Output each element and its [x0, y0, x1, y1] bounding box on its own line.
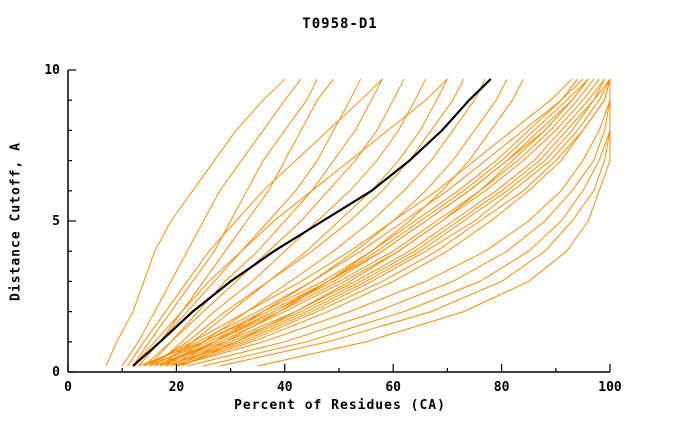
model-curve: [257, 79, 611, 367]
model-curve: [187, 79, 611, 367]
model-curve: [159, 78, 606, 367]
model-curve: [138, 78, 334, 367]
model-curve: [154, 78, 605, 367]
model-curve: [121, 78, 302, 367]
model-curve: [132, 78, 318, 367]
model-curve: [138, 78, 362, 367]
chart-title: T0958-D1: [302, 16, 378, 32]
model-curve: [105, 78, 286, 367]
x-tick-label: 20: [169, 380, 185, 395]
y-tick-label: 0: [52, 365, 60, 380]
y-tick-label: 10: [44, 63, 60, 78]
model-curve: [176, 79, 611, 367]
x-axis-label: Percent of Residues (CA): [234, 398, 446, 413]
model-curve: [143, 78, 405, 367]
model-curve: [143, 78, 573, 367]
model-curve: [159, 78, 448, 367]
highlight-curve: [132, 78, 492, 367]
model-curve: [148, 78, 383, 367]
model-curve: [165, 78, 486, 367]
model-curve: [176, 78, 524, 367]
model-curve: [149, 78, 578, 367]
model-curve: [132, 78, 448, 367]
model-curve: [219, 79, 611, 367]
x-tick-label: 0: [64, 380, 72, 395]
x-tick-label: 40: [277, 380, 293, 395]
y-axis-label: Distance Cutoff, A: [8, 142, 24, 301]
model-curve: [154, 78, 427, 367]
model-curve: [170, 78, 611, 367]
model-curve: [159, 78, 595, 367]
x-tick-label: 100: [598, 380, 622, 395]
model-curve: [154, 78, 600, 367]
model-curve: [138, 78, 589, 367]
model-curve: [165, 78, 611, 367]
x-tick-label: 80: [494, 380, 510, 395]
model-curve: [143, 78, 584, 367]
model-curve: [149, 78, 465, 367]
model-curve: [149, 78, 589, 367]
y-tick-label: 5: [52, 214, 60, 229]
model-curve: [165, 78, 611, 367]
x-tick-label: 60: [385, 380, 401, 395]
